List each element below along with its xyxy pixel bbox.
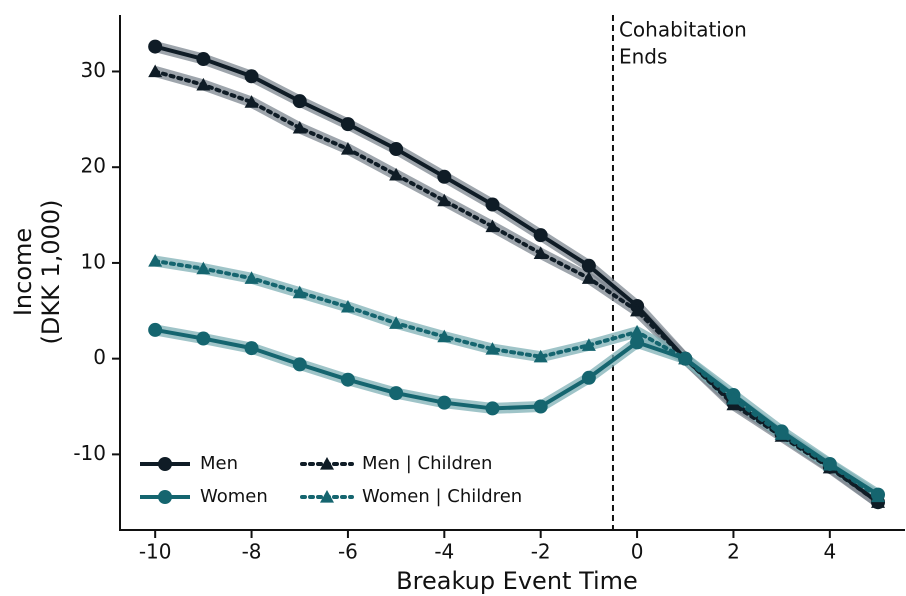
marker bbox=[340, 299, 355, 313]
series-line bbox=[153, 259, 881, 499]
series-line bbox=[153, 69, 881, 505]
marker bbox=[320, 490, 334, 503]
x-tick-label: -2 bbox=[531, 540, 551, 564]
marker bbox=[340, 142, 355, 155]
y-tick-label: 10 bbox=[81, 249, 106, 273]
marker bbox=[533, 246, 548, 259]
marker bbox=[437, 169, 452, 184]
marker bbox=[533, 228, 548, 243]
marker bbox=[822, 457, 837, 471]
marker bbox=[389, 316, 404, 329]
x-tick-label: -6 bbox=[338, 540, 358, 564]
annotation-text: Cohabitation bbox=[619, 18, 747, 42]
series-line bbox=[154, 327, 880, 497]
y-axis-label-line: Income bbox=[9, 228, 37, 316]
marker bbox=[774, 427, 789, 440]
marker bbox=[196, 52, 211, 67]
marker bbox=[340, 117, 355, 132]
marker bbox=[389, 167, 404, 181]
marker bbox=[485, 401, 500, 416]
x-tick-label: 0 bbox=[631, 540, 644, 564]
series-line bbox=[154, 44, 880, 504]
marker bbox=[244, 271, 259, 284]
y-axis-label-line: (DKK 1,000) bbox=[37, 199, 65, 344]
y-tick-label: 30 bbox=[81, 58, 106, 82]
marker bbox=[148, 39, 163, 54]
marker bbox=[292, 357, 307, 372]
marker bbox=[158, 490, 172, 504]
y-tick-label: 20 bbox=[81, 154, 106, 178]
marker bbox=[581, 370, 596, 385]
marker bbox=[244, 69, 259, 84]
marker bbox=[630, 303, 645, 317]
legend-label: Men | Children bbox=[362, 453, 492, 474]
marker bbox=[320, 457, 334, 470]
marker bbox=[533, 349, 548, 363]
marker bbox=[581, 258, 596, 273]
y-tick-label: -10 bbox=[73, 441, 106, 465]
marker bbox=[437, 193, 452, 207]
marker bbox=[630, 324, 645, 338]
marker bbox=[485, 342, 500, 355]
marker bbox=[340, 372, 355, 387]
marker bbox=[678, 351, 693, 365]
legend-label: Men bbox=[200, 453, 238, 474]
x-tick-label: 4 bbox=[823, 540, 836, 564]
marker bbox=[196, 261, 211, 275]
marker bbox=[148, 322, 163, 337]
marker bbox=[581, 338, 596, 351]
marker bbox=[244, 95, 259, 108]
x-tick-label: 2 bbox=[727, 540, 740, 564]
marker bbox=[581, 271, 596, 284]
x-tick-label: -4 bbox=[434, 540, 454, 564]
marker bbox=[389, 142, 404, 157]
marker bbox=[389, 386, 404, 401]
confidence-band bbox=[154, 255, 882, 502]
y-axis-label: Income (DKK 1,000) bbox=[9, 199, 65, 344]
annotation-text: Ends bbox=[619, 45, 667, 69]
x-axis-label: Breakup Event Time bbox=[396, 567, 638, 595]
marker bbox=[437, 329, 452, 343]
marker bbox=[726, 391, 741, 405]
legend: Men Men | Children Women Women | Children bbox=[140, 453, 522, 507]
legend-label: Women bbox=[200, 486, 268, 507]
marker bbox=[630, 335, 645, 350]
marker bbox=[196, 77, 211, 91]
marker bbox=[533, 399, 548, 414]
x-tick-label: -8 bbox=[242, 540, 262, 564]
marker bbox=[292, 120, 307, 134]
marker bbox=[148, 254, 163, 267]
legend-label: Women | Children bbox=[362, 486, 522, 507]
marker bbox=[148, 64, 163, 78]
marker bbox=[485, 197, 500, 212]
marker bbox=[871, 489, 886, 503]
marker bbox=[437, 395, 452, 410]
marker bbox=[485, 219, 500, 233]
marker bbox=[292, 94, 307, 109]
marker bbox=[158, 457, 172, 471]
y-tick-label: 0 bbox=[93, 345, 106, 369]
marker bbox=[244, 341, 259, 356]
x-tick-label: -10 bbox=[139, 540, 172, 564]
marker bbox=[196, 331, 211, 346]
marker bbox=[292, 285, 307, 299]
